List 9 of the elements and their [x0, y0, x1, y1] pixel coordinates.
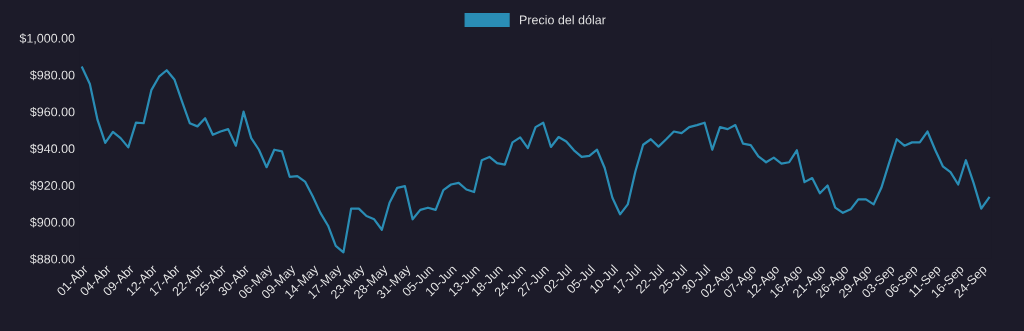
y-tick-label: $880.00 [29, 254, 75, 265]
y-tick-label: $960.00 [29, 106, 75, 118]
y-tick-label: $900.00 [29, 217, 75, 228]
y-tick-label: $940.00 [29, 143, 75, 154]
y-tick-label: $980.00 [29, 70, 75, 81]
y-tick-label: $1,000.00 [19, 33, 75, 45]
y-tick-label: $920.00 [29, 180, 75, 191]
line-series [81, 66, 991, 254]
legend-label: Precio del dólar [520, 15, 606, 25]
